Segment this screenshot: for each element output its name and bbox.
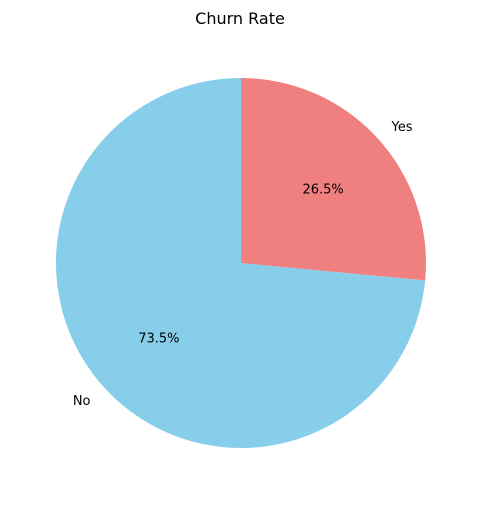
slice-label-yes: Yes xyxy=(391,120,413,135)
pie-slice-yes xyxy=(241,78,427,281)
slice-label-no: No xyxy=(73,394,91,409)
pie-slices xyxy=(56,78,427,449)
pie-labels: No 73.5% Yes 26.5% xyxy=(73,120,413,409)
pie-slice-no xyxy=(56,78,426,449)
slice-percent-no: 73.5% xyxy=(138,332,179,347)
slice-percent-yes: 26.5% xyxy=(302,182,343,197)
chart-title: Churn Rate xyxy=(195,9,285,28)
